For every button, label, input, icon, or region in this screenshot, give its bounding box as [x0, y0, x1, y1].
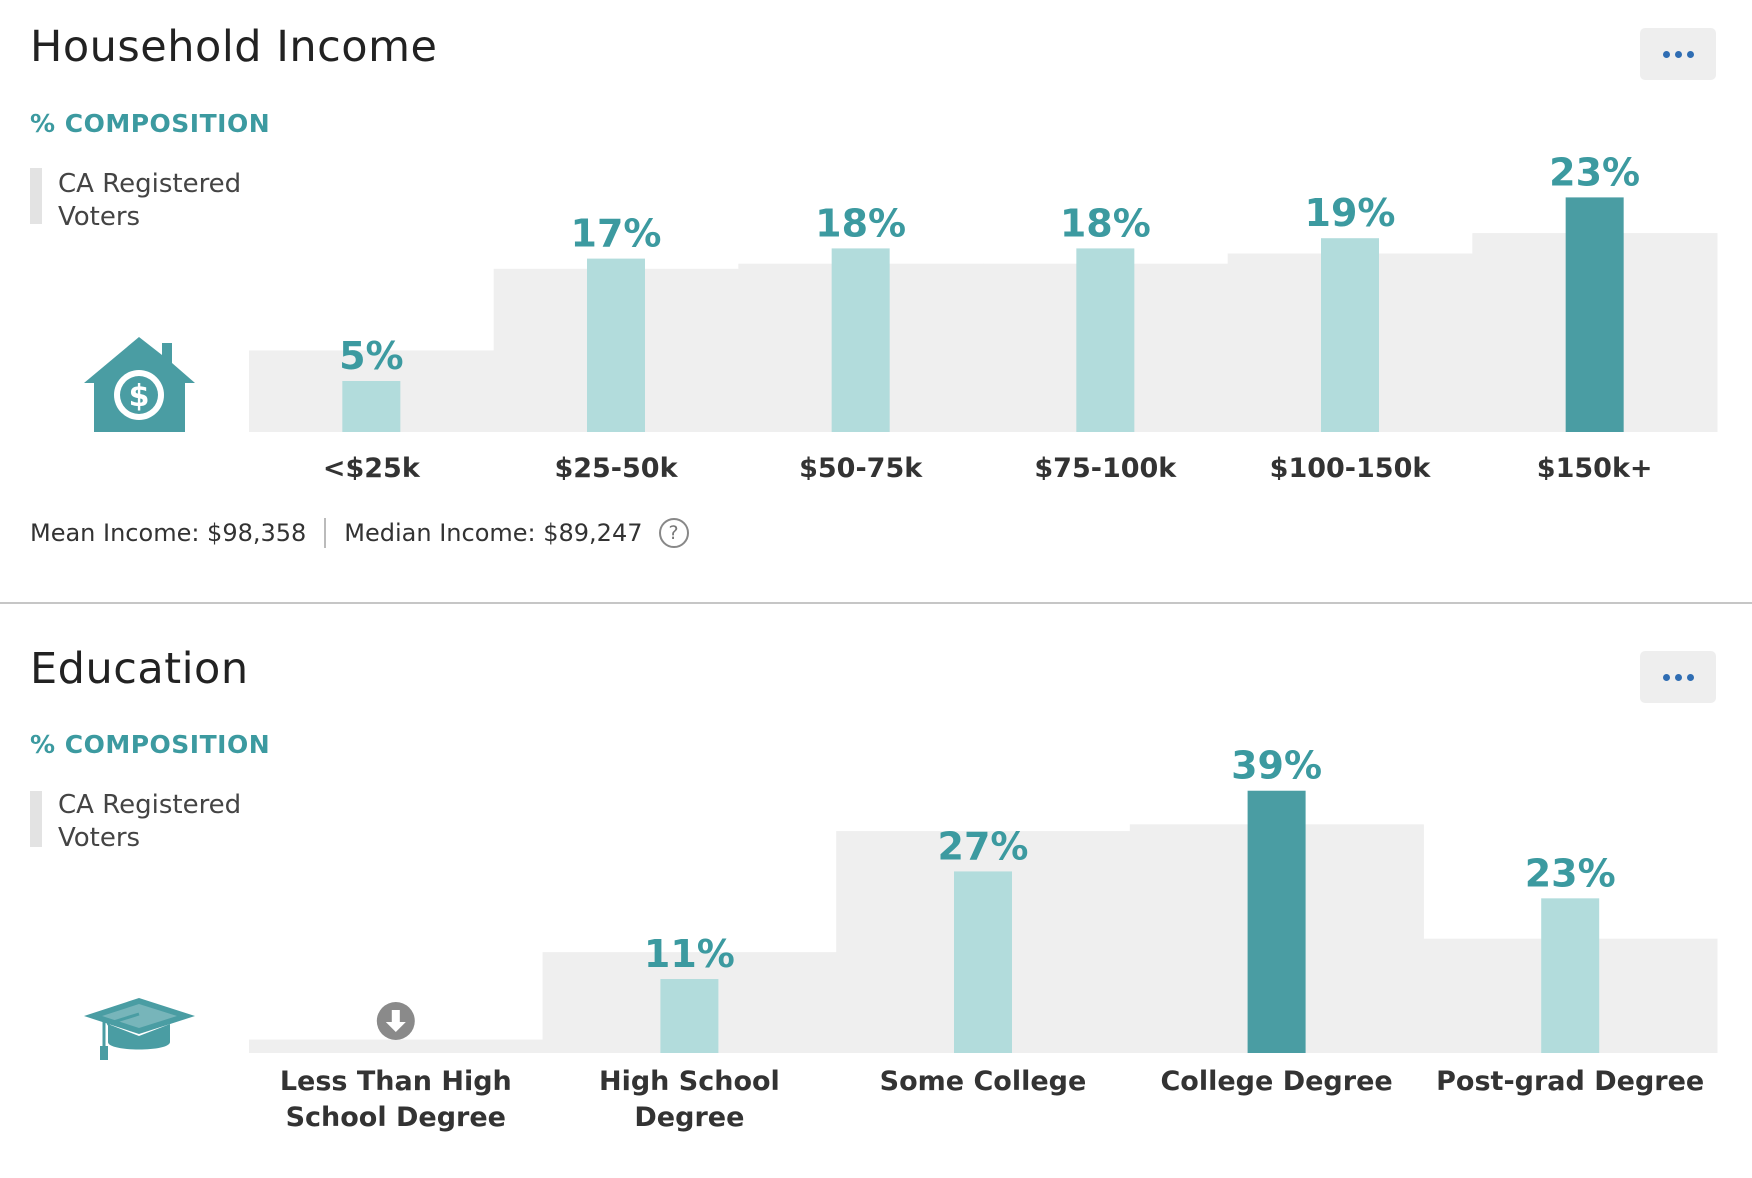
education-legend-swatch [30, 791, 42, 847]
bar-value-label: 18% [1060, 201, 1151, 245]
category-label: $50-75k [799, 453, 923, 480]
footer-separator [324, 518, 327, 548]
household-income-section: Household Income % COMPOSITION CA Regist… [30, 22, 1718, 548]
household-income-legend-swatch [30, 168, 42, 224]
category-label: High School [599, 1066, 780, 1097]
bar-value-label: 23% [1549, 150, 1640, 194]
education-more-button[interactable] [1640, 651, 1716, 703]
bar [954, 871, 1012, 1053]
more-dot [1662, 673, 1670, 681]
education-chart: Less Than High School Degree 11% High Schoo… [249, 744, 1718, 1133]
category-label: College Degree [1160, 1066, 1392, 1097]
bar [1541, 898, 1600, 1053]
category-label: School Degree [286, 1102, 506, 1133]
category-label: $75-100k [1034, 453, 1177, 480]
bar-value-label: 11% [644, 932, 735, 976]
household-income-chart: 5% <$25k 17% $25-50k 18% $50-75k 18% $75-100k 19… [249, 150, 1718, 480]
more-dot [1662, 50, 1670, 58]
category-label: Some College [880, 1066, 1087, 1097]
house-dollar-icon: $ [84, 337, 195, 432]
bar [1247, 790, 1306, 1053]
category-label: Degree [634, 1102, 744, 1133]
median-income-text: Median Income: $89,247 [344, 519, 643, 547]
bar [342, 381, 401, 432]
more-dot [1686, 673, 1694, 681]
help-icon[interactable]: ? [658, 518, 689, 548]
category-label: <$25k [323, 453, 421, 480]
bar-value-label: 19% [1305, 191, 1396, 235]
bar [587, 258, 645, 432]
background-band [249, 1039, 544, 1053]
graduation-cap-icon [84, 998, 195, 1060]
bar-value-label: 23% [1525, 851, 1616, 895]
education-title: Education [30, 644, 249, 694]
household-income-legend-label: CA Registered Voters [58, 169, 242, 232]
section-divider [0, 602, 1752, 604]
mean-income-text: Mean Income: $98,358 [30, 519, 307, 547]
bar [1321, 238, 1379, 432]
more-dot [1686, 50, 1694, 58]
household-income-title: Household Income [30, 22, 438, 72]
bar [831, 248, 890, 432]
category-label: $150k+ [1537, 453, 1653, 480]
category-label: Less Than High [280, 1066, 512, 1097]
bar [1076, 248, 1135, 432]
category-label: Post-grad Degree [1436, 1066, 1704, 1097]
education-composition-label: % COMPOSITION [30, 730, 271, 759]
more-dot [1674, 673, 1682, 681]
bar [1565, 197, 1624, 432]
bar [660, 979, 719, 1053]
bar-value-label: 18% [815, 201, 906, 245]
bar-value-label: 39% [1231, 744, 1322, 788]
category-label: $100-150k [1270, 453, 1432, 480]
household-income-footer: Mean Income: $98,358 Median Income: $89,… [30, 518, 689, 548]
bar-value-label: 17% [571, 212, 662, 256]
bar-value-label: 5% [339, 334, 404, 378]
category-label: $25-50k [554, 453, 678, 480]
education-section: Education % COMPOSITION CA Registered Vo… [0, 604, 1752, 1178]
education-legend-label: CA Registered Voters [58, 790, 242, 853]
down-arrow-glyph [385, 1010, 406, 1032]
more-dot [1674, 50, 1682, 58]
household-income-more-button[interactable] [1640, 28, 1716, 80]
svg-text:$: $ [129, 379, 150, 414]
household-income-composition-label: % COMPOSITION [30, 109, 271, 138]
bar-value-label: 27% [938, 824, 1029, 868]
